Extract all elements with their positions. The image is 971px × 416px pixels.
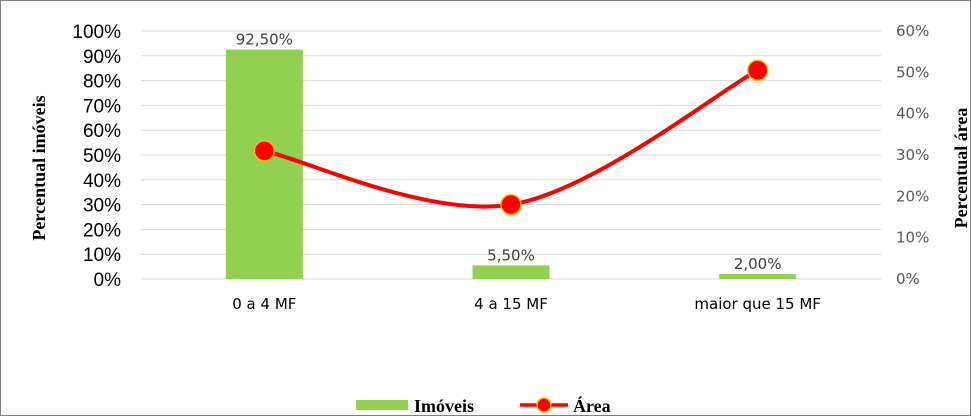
right-tick-label: 60% xyxy=(896,22,929,40)
left-tick-label: 10% xyxy=(83,245,121,266)
area-point-marker xyxy=(253,140,276,162)
category-label: 0 a 4 MF xyxy=(232,295,296,313)
legend-swatch-imoveis xyxy=(356,400,408,410)
legend-label-imoveis: Imóveis xyxy=(414,396,474,415)
data-labels: 92,50% 5,50% 2,00% xyxy=(236,31,782,273)
axis-ticks: 0% 10% 20% 30% 40% 50% 60% 70% 80% 90% 100% 0% 10% 20… xyxy=(72,22,929,313)
right-tick-label: 10% xyxy=(896,229,929,247)
left-tick-label: 30% xyxy=(83,196,121,217)
left-tick-label: 70% xyxy=(83,96,121,117)
right-tick-label: 50% xyxy=(896,63,929,81)
bar-data-label: 2,00% xyxy=(734,255,782,273)
right-axis-title: Percentual área xyxy=(951,108,970,229)
right-tick-label: 30% xyxy=(896,146,929,164)
bar xyxy=(719,274,797,279)
area-point-marker xyxy=(746,59,769,82)
bar-series-imoveis xyxy=(225,49,797,279)
legend-label-area: Área xyxy=(573,395,611,415)
left-axis-title: Percentual imóveis xyxy=(29,95,49,240)
right-tick-label: 40% xyxy=(896,105,929,123)
category-label: maior que 15 MF xyxy=(694,295,821,313)
right-tick-label: 0% xyxy=(896,270,920,288)
left-tick-label: 50% xyxy=(83,146,121,167)
area-point-marker xyxy=(500,193,522,216)
legend-marker-area xyxy=(536,397,552,413)
left-tick-label: 0% xyxy=(94,270,122,291)
legend: Imóveis Área xyxy=(356,395,611,415)
bar-data-label: 5,50% xyxy=(487,246,535,264)
left-tick-label: 60% xyxy=(83,121,121,142)
left-tick-label: 100% xyxy=(72,22,121,43)
area-line-path xyxy=(262,68,760,209)
category-label: 4 a 15 MF xyxy=(474,295,548,313)
left-tick-label: 90% xyxy=(83,47,121,68)
left-tick-label: 20% xyxy=(83,220,121,241)
right-tick-label: 20% xyxy=(896,187,929,205)
left-tick-label: 40% xyxy=(83,171,121,192)
bar xyxy=(472,265,550,279)
bar xyxy=(225,49,303,279)
line-series-area xyxy=(253,59,769,216)
left-tick-label: 80% xyxy=(83,72,121,93)
bar-data-label: 92,50% xyxy=(236,31,293,49)
